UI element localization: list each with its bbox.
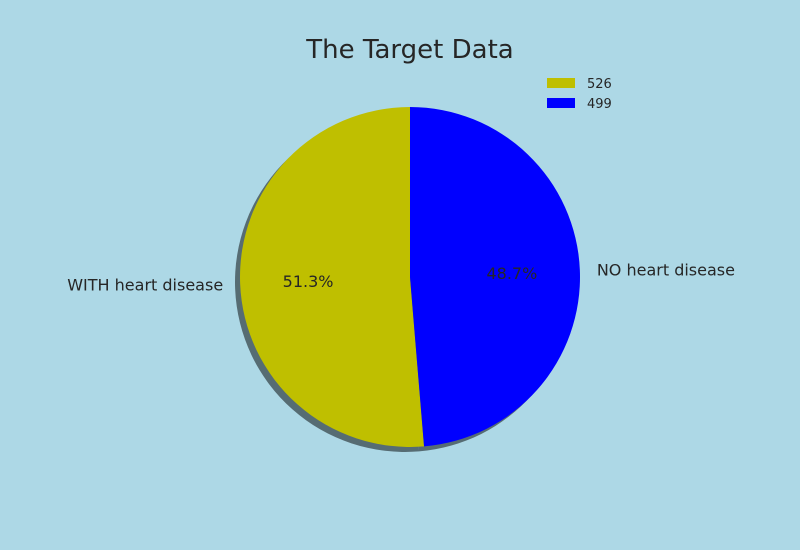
legend-entry-no-heart-disease: 499 [587, 97, 612, 112]
slice-no-heart-disease [410, 106, 581, 447]
slice-label-with-heart-disease: WITH heart disease [67, 276, 223, 295]
percent-label-with-heart-disease: 51.3% [283, 272, 334, 291]
legend-entry-with-heart-disease: 526 [587, 77, 612, 92]
pie-labels: WITH heart disease 51.3% NO heart disease 4… [67, 260, 735, 294]
legend-swatch-no-heart-disease [547, 98, 575, 108]
legend-swatch-with-heart-disease [547, 78, 575, 88]
pie-slices [240, 106, 581, 447]
slice-with-heart-disease [240, 107, 425, 447]
percent-label-no-heart-disease: 48.7% [486, 264, 537, 283]
slice-label-no-heart-disease: NO heart disease [597, 260, 735, 279]
chart-title: The Target Data [305, 35, 513, 65]
